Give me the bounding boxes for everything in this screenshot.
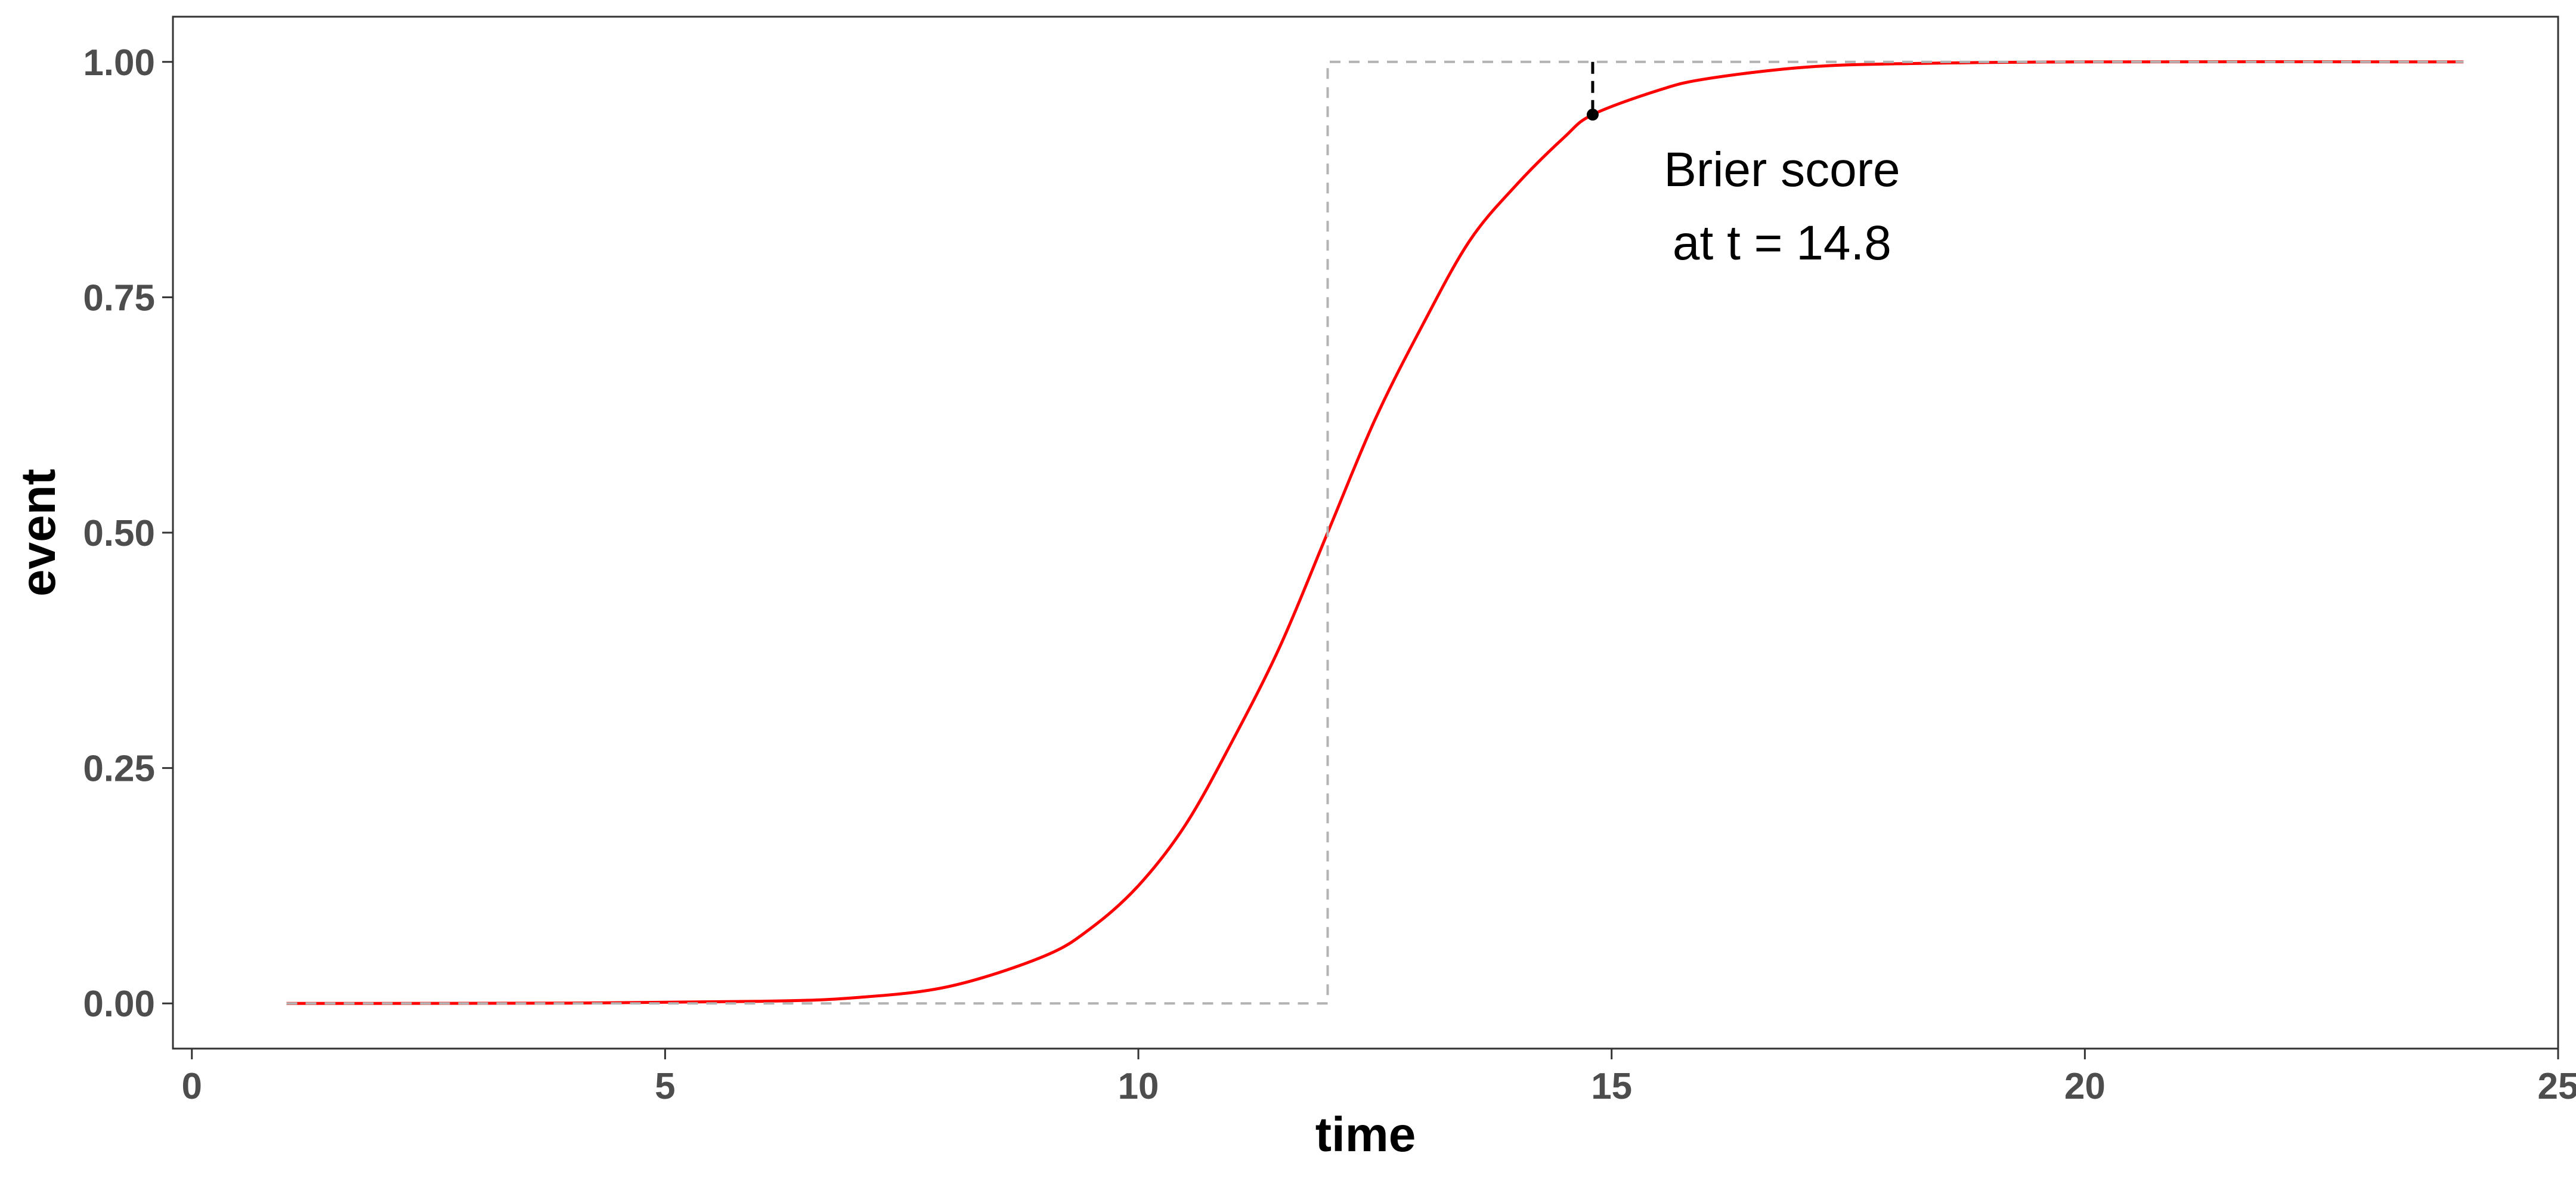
annotation-line: at t = 14.8 <box>1673 216 1891 270</box>
y-tick-label: 1.00 <box>83 42 155 84</box>
y-tick-label: 0.00 <box>83 984 155 1025</box>
x-tick-label: 0 <box>182 1066 202 1107</box>
annotation-layer: Brier score at t = 14.8 <box>1664 143 1900 270</box>
y-tick-label: 0.25 <box>83 749 155 790</box>
predicted-probability-curve <box>286 60 2464 1005</box>
y-tick-label: 0.75 <box>83 277 155 319</box>
highlight-layer <box>1586 61 1599 121</box>
x-tick-label: 20 <box>2064 1066 2106 1107</box>
y-axis-title: event <box>11 469 66 596</box>
x-axis-title: time <box>1315 1108 1416 1162</box>
x-tick-label: 5 <box>655 1066 675 1107</box>
annotation-line: Brier score <box>1664 143 1900 197</box>
x-tick-label: 25 <box>2538 1066 2576 1107</box>
x-tick-label: 10 <box>1118 1066 1159 1107</box>
series-layer <box>286 60 2464 1005</box>
brier-point <box>1586 109 1599 121</box>
x-tick-label: 15 <box>1591 1066 1632 1107</box>
axis-ticks: 0 5 10 15 20 25 0.00 0.25 0.50 0.75 1.00 <box>83 42 2576 1107</box>
y-tick-label: 0.50 <box>83 513 155 554</box>
observed-step-line <box>286 60 2464 1005</box>
